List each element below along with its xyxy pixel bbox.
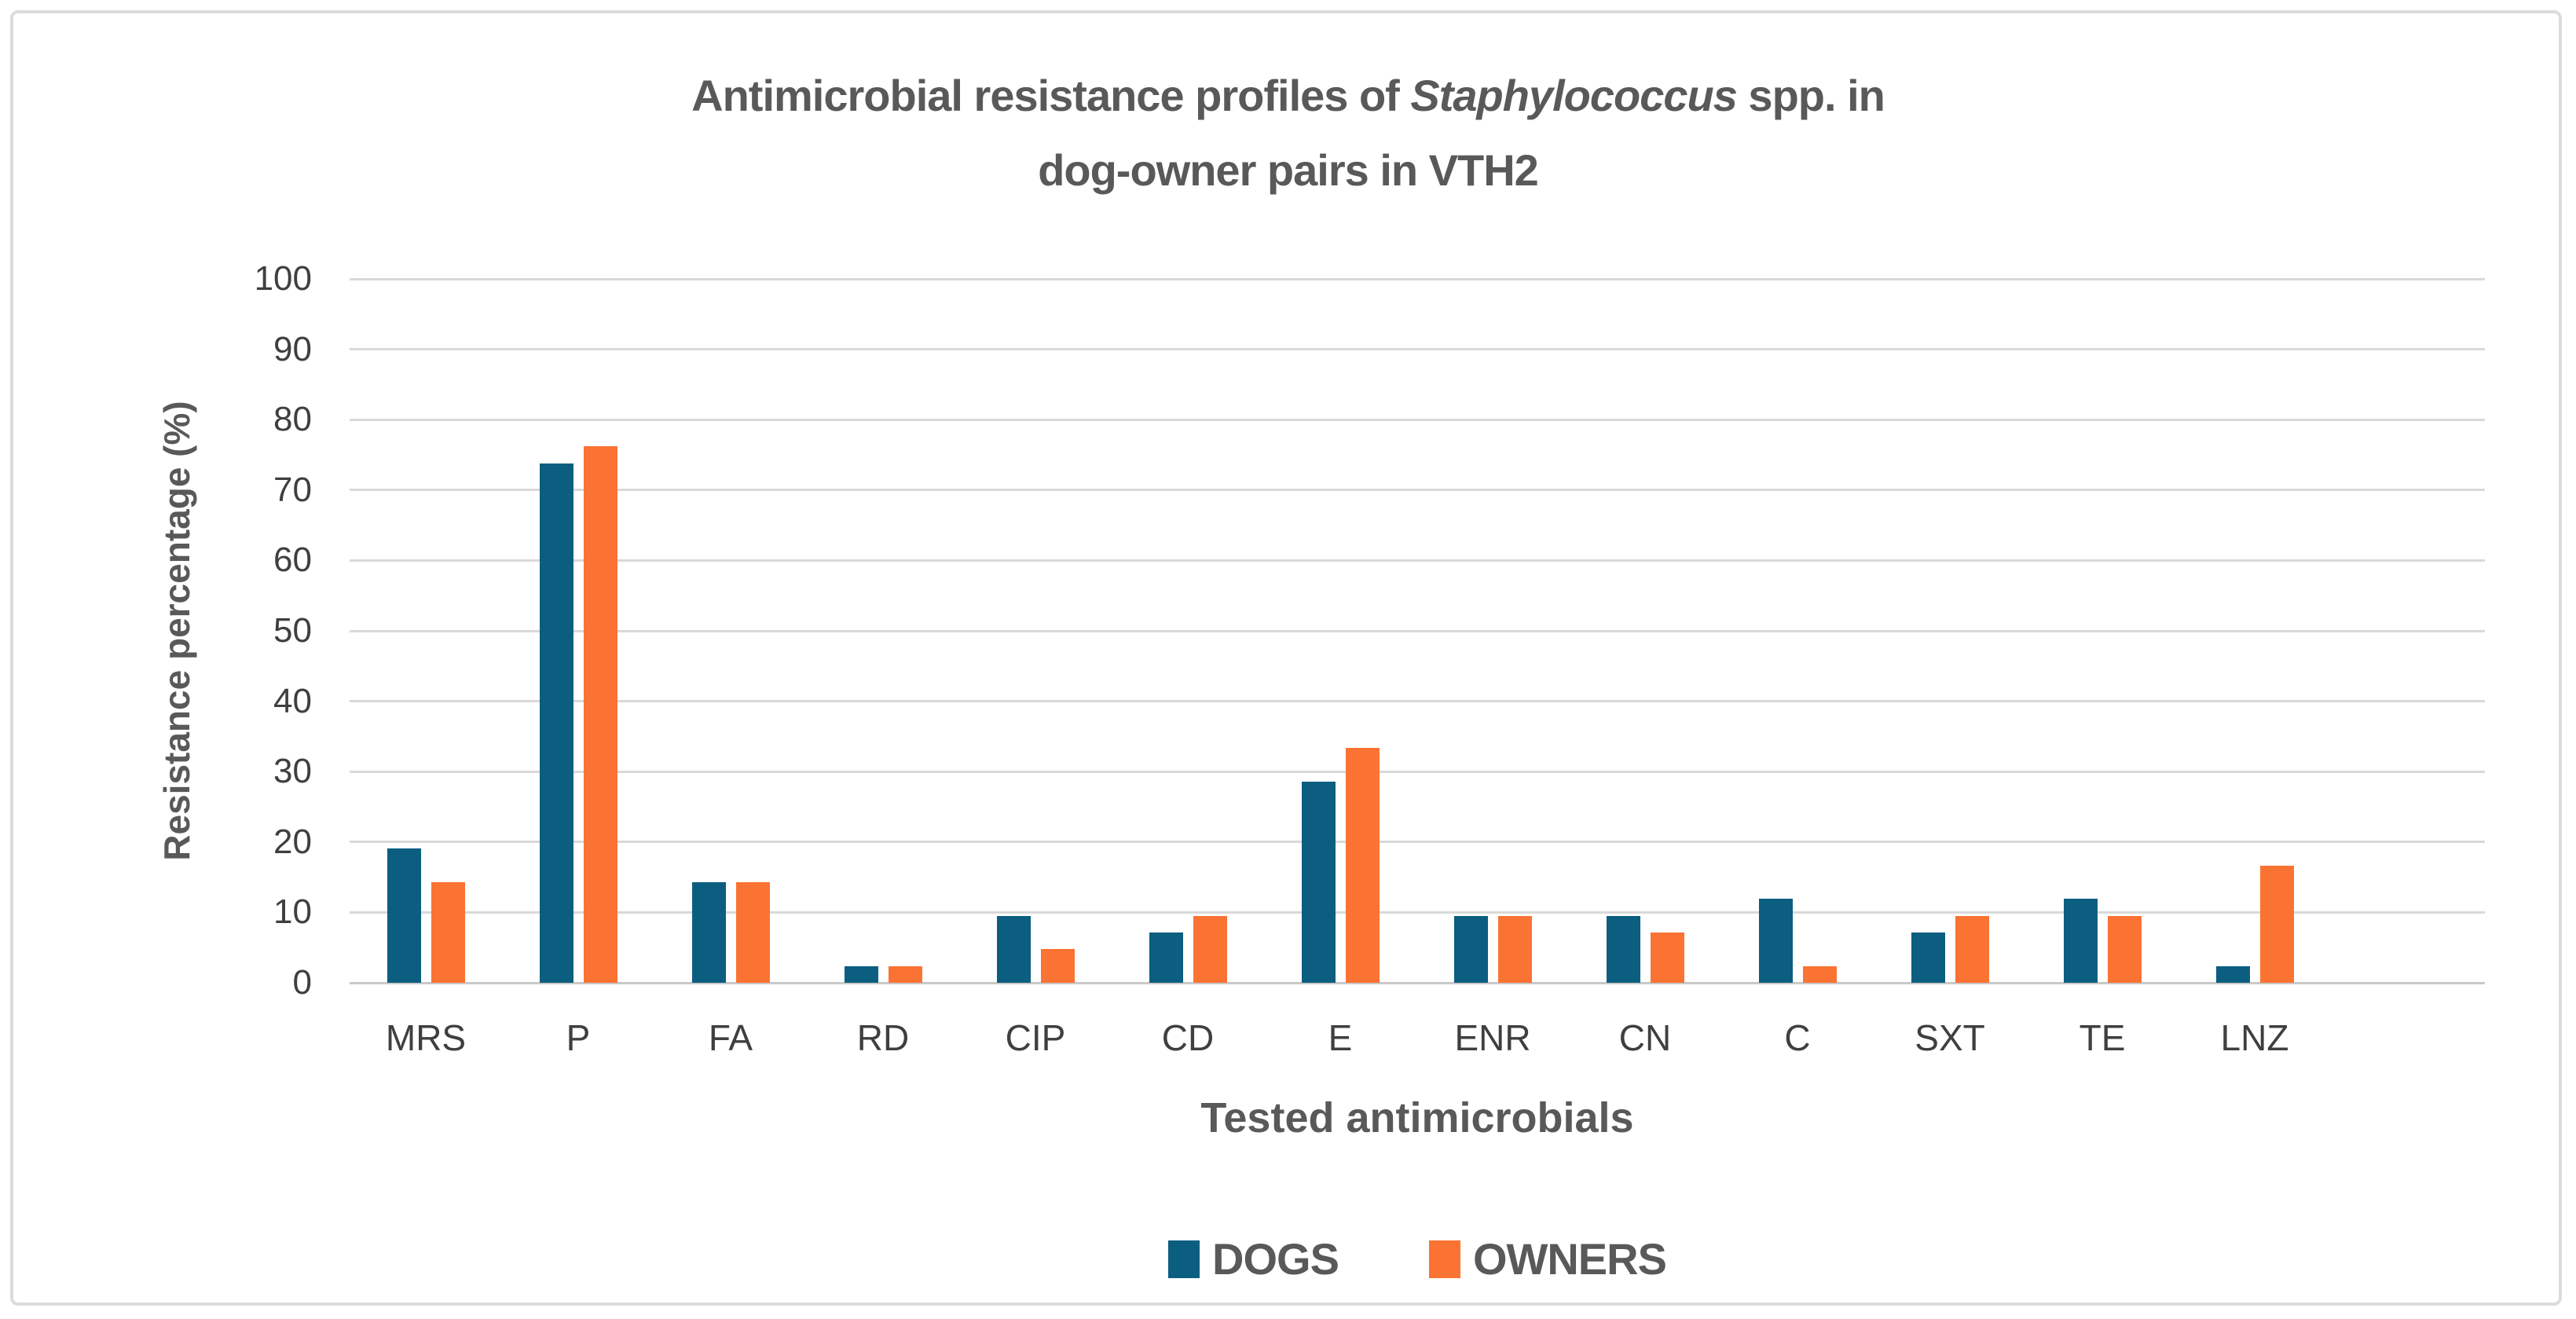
x-tick-label-E: E xyxy=(1328,1017,1353,1058)
x-tick-label-MRS: MRS xyxy=(385,1017,467,1058)
y-tick-label-70: 70 xyxy=(273,470,312,509)
legend-item-owners: OWNERS xyxy=(1428,1233,1667,1284)
category-group-MRS xyxy=(350,279,502,983)
bar-owners-RD xyxy=(889,966,922,983)
y-tick-label-60: 60 xyxy=(273,540,312,580)
gridline-40 xyxy=(350,700,2485,703)
bar-owners-CIP xyxy=(1041,949,1075,983)
legend-swatch-dogs xyxy=(1168,1240,1200,1278)
bar-owners-TE xyxy=(2108,916,2142,983)
legend-swatch-owners xyxy=(1428,1240,1460,1278)
bar-owners-MRS xyxy=(431,882,465,983)
y-tick-label-100: 100 xyxy=(254,259,312,298)
y-tick-label-0: 0 xyxy=(292,963,312,1002)
y-tick-label-50: 50 xyxy=(273,611,312,650)
gridline-50 xyxy=(350,629,2485,632)
y-tick-label-80: 80 xyxy=(273,400,312,439)
chart-title: Antimicrobial resistance profiles of Sta… xyxy=(0,58,2576,207)
category-group-ENR xyxy=(1416,279,1569,983)
bar-dogs-SXT xyxy=(1911,932,1945,983)
y-tick-label-90: 90 xyxy=(273,329,312,368)
x-tick-label-CD: CD xyxy=(1161,1017,1215,1058)
x-tick-label-LNZ: LNZ xyxy=(2220,1017,2289,1058)
gridline-10 xyxy=(350,910,2485,914)
category-group-CD xyxy=(1112,279,1264,983)
chart-title-italic-species: Staphylococcus xyxy=(1410,71,1737,120)
x-tick-label-TE: TE xyxy=(2079,1017,2126,1058)
x-tick-label-CIP: CIP xyxy=(1005,1017,1066,1058)
bar-owners-LNZ xyxy=(2260,866,2294,983)
bar-dogs-CIP xyxy=(997,916,1031,983)
bar-owners-CD xyxy=(1193,916,1227,983)
y-tick-label-30: 30 xyxy=(273,752,312,791)
gridline-80 xyxy=(350,418,2485,421)
bar-dogs-CD xyxy=(1149,932,1183,983)
bar-dogs-CN xyxy=(1607,916,1640,983)
gridline-20 xyxy=(350,841,2485,844)
category-group-CIP xyxy=(959,279,1112,983)
bar-owners-FA xyxy=(736,882,770,983)
chart-title-line1: Antimicrobial resistance profiles of Sta… xyxy=(0,58,2576,133)
bar-dogs-TE xyxy=(2064,899,2098,983)
x-tick-label-FA: FA xyxy=(708,1017,753,1058)
category-group-P xyxy=(502,279,654,983)
gridline-90 xyxy=(350,348,2485,351)
bar-dogs-C xyxy=(1759,899,1793,983)
x-tick-label-C: C xyxy=(1784,1017,1811,1058)
x-tick-label-CN: CN xyxy=(1618,1017,1672,1058)
legend: DOGS OWNERS xyxy=(350,1233,2485,1284)
bar-dogs-LNZ xyxy=(2216,966,2250,983)
gridline-0 xyxy=(350,981,2485,984)
bar-dogs-RD xyxy=(845,966,878,983)
gridline-100 xyxy=(350,277,2485,280)
bar-dogs-ENR xyxy=(1454,916,1488,983)
chart-title-suffix: spp. in xyxy=(1736,71,1885,120)
category-group-C xyxy=(1721,279,1874,983)
legend-item-dogs: DOGS xyxy=(1168,1233,1339,1284)
legend-label-owners: OWNERS xyxy=(1472,1234,1667,1284)
category-group-CN xyxy=(1569,279,1721,983)
bar-owners-SXT xyxy=(1955,916,1989,983)
x-tick-label-P: P xyxy=(566,1017,591,1058)
bar-dogs-MRS xyxy=(387,848,421,983)
x-tick-label-ENR: ENR xyxy=(1454,1017,1531,1058)
x-tick-label-SXT: SXT xyxy=(1915,1017,1985,1058)
y-tick-label-20: 20 xyxy=(273,822,312,861)
x-axis-title: Tested antimicrobials xyxy=(1200,1094,1634,1141)
chart-title-prefix: Antimicrobial resistance profiles of xyxy=(691,71,1411,120)
y-tick-label-40: 40 xyxy=(273,681,312,720)
gridline-60 xyxy=(350,559,2485,562)
gridline-30 xyxy=(350,770,2485,773)
category-group-TE xyxy=(2026,279,2178,983)
bar-owners-P xyxy=(584,446,617,983)
bar-owners-CN xyxy=(1651,932,1684,983)
category-group-RD xyxy=(807,279,959,983)
x-tick-label-RD: RD xyxy=(856,1017,910,1058)
category-group-SXT xyxy=(1874,279,2026,983)
bar-owners-ENR xyxy=(1498,916,1532,983)
category-group-FA xyxy=(654,279,807,983)
y-tick-label-10: 10 xyxy=(273,892,312,932)
legend-label-dogs: DOGS xyxy=(1212,1234,1339,1284)
bar-owners-E xyxy=(1346,748,1380,983)
gridline-70 xyxy=(350,489,2485,492)
bar-dogs-FA xyxy=(692,882,726,983)
bar-dogs-E xyxy=(1302,782,1336,983)
bar-dogs-P xyxy=(540,463,573,983)
chart-title-line2: dog-owner pairs in VTH2 xyxy=(1038,145,1539,195)
figure-frame xyxy=(10,10,2562,1306)
bar-owners-C xyxy=(1803,966,1837,983)
category-group-LNZ xyxy=(2178,279,2331,983)
category-group-E xyxy=(1264,279,1416,983)
